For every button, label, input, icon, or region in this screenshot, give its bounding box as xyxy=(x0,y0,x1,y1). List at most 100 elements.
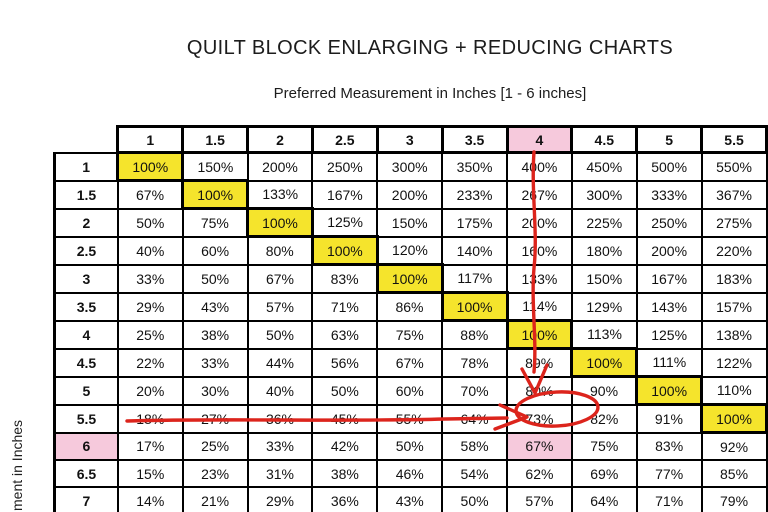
value-cell: 21% xyxy=(181,486,249,512)
value-cell: 80% xyxy=(246,235,314,266)
value-cell: 43% xyxy=(181,291,249,322)
value-cell: 50% xyxy=(441,486,508,512)
value-cell: 23% xyxy=(181,459,249,488)
value-cell: 175% xyxy=(441,207,508,238)
value-cell: 100% xyxy=(635,375,704,406)
col-header-4: 4 xyxy=(505,125,574,154)
value-cell: 44% xyxy=(246,347,314,378)
col-header-3: 3 xyxy=(375,125,444,154)
value-cell: 125% xyxy=(311,207,379,238)
value-cell: 43% xyxy=(376,486,444,512)
table-row: 5 20% 30% 40% 50% 60% 70% 80% 90% 100% 110% xyxy=(52,375,768,406)
value-cell: 56% xyxy=(311,347,379,378)
value-cell: 157% xyxy=(700,291,768,322)
value-cell: 30% xyxy=(181,375,249,406)
value-cell: 250% xyxy=(635,207,703,238)
value-cell: 75% xyxy=(181,207,249,238)
value-cell: 57% xyxy=(246,291,314,322)
value-cell: 100% xyxy=(246,207,314,238)
value-cell: 225% xyxy=(570,207,638,238)
value-cell: 82% xyxy=(570,403,638,434)
table-row: 5.5 18% 27% 36% 45% 55% 64% 73% 82% 91% 100% xyxy=(52,403,768,434)
table-row: 3 33% 50% 67% 83% 100% 117% 133% 150% 167% 183% xyxy=(52,263,768,294)
table-row: 6.5 15% 23% 31% 38% 46% 54% 62% 69% 77% 85% xyxy=(52,459,768,488)
value-cell: 71% xyxy=(311,291,379,322)
value-cell: 38% xyxy=(181,319,249,350)
value-cell: 83% xyxy=(311,263,379,294)
value-cell: 60% xyxy=(181,235,249,266)
row-header-5.5: 5.5 xyxy=(52,403,119,434)
value-cell: 100% xyxy=(440,291,509,322)
row-header-2: 2 xyxy=(52,207,119,238)
value-cell: 67% xyxy=(506,431,573,461)
value-cell: 133% xyxy=(506,263,573,294)
value-cell: 45% xyxy=(311,403,379,434)
value-cell: 400% xyxy=(506,151,573,182)
value-cell: 150% xyxy=(181,151,249,182)
value-cell: 20% xyxy=(116,375,184,406)
value-cell: 100% xyxy=(181,179,250,210)
value-cell: 180% xyxy=(570,235,638,266)
value-cell: 40% xyxy=(246,375,314,406)
value-cell: 150% xyxy=(570,263,638,294)
row-header-7: 7 xyxy=(52,486,119,512)
value-cell: 100% xyxy=(700,403,768,434)
row-header-3: 3 xyxy=(52,263,119,294)
value-cell: 50% xyxy=(181,263,249,294)
value-cell: 50% xyxy=(311,375,379,406)
value-cell: 71% xyxy=(635,486,703,512)
value-cell: 129% xyxy=(570,291,638,322)
value-cell: 220% xyxy=(700,235,768,266)
row-header-2.5: 2.5 xyxy=(52,235,119,266)
value-cell: 15% xyxy=(116,459,184,488)
value-cell: 200% xyxy=(506,207,573,238)
value-cell: 125% xyxy=(635,319,703,350)
value-cell: 57% xyxy=(506,486,573,512)
value-cell: 42% xyxy=(311,431,379,461)
value-cell: 38% xyxy=(311,459,379,488)
col-header-1.5: 1.5 xyxy=(181,125,250,154)
value-cell: 133% xyxy=(246,179,314,210)
row-header-3.5: 3.5 xyxy=(52,291,119,322)
value-cell: 50% xyxy=(376,431,444,461)
value-cell: 100% xyxy=(505,319,574,350)
value-cell: 78% xyxy=(441,347,508,378)
col-header-1: 1 xyxy=(116,125,185,154)
row-header-4: 4 xyxy=(52,319,119,350)
value-cell: 36% xyxy=(311,486,379,512)
col-header-5.5: 5.5 xyxy=(700,125,768,154)
value-cell: 29% xyxy=(116,291,184,322)
value-cell: 33% xyxy=(181,347,249,378)
value-cell: 90% xyxy=(570,375,638,406)
row-header-1: 1 xyxy=(52,151,119,182)
value-cell: 120% xyxy=(376,235,444,266)
value-cell: 167% xyxy=(635,263,703,294)
value-cell: 85% xyxy=(700,459,768,488)
col-header-2.5: 2.5 xyxy=(310,125,379,154)
value-cell: 70% xyxy=(441,375,508,406)
value-cell: 62% xyxy=(506,459,573,488)
col-header-4.5: 4.5 xyxy=(570,125,639,154)
value-cell: 73% xyxy=(506,403,573,434)
value-cell: 22% xyxy=(116,347,184,378)
value-cell: 60% xyxy=(376,375,444,406)
value-cell: 113% xyxy=(570,319,638,350)
value-cell: 267% xyxy=(506,179,573,210)
value-cell: 64% xyxy=(441,403,508,434)
value-cell: 92% xyxy=(700,431,768,461)
table-row: 3.5 29% 43% 57% 71% 86% 100% 114% 129% 143% 157% xyxy=(52,291,768,322)
value-cell: 64% xyxy=(570,486,638,512)
row-header-6: 6 xyxy=(52,431,119,461)
table-row: 2.5 40% 60% 80% 100% 120% 140% 160% 180% 200% 220% xyxy=(52,235,768,266)
table-row: 6 17% 25% 33% 42% 50% 58% 67% 75% 83% 92% xyxy=(52,431,768,461)
value-cell: 111% xyxy=(635,347,703,378)
value-cell: 54% xyxy=(441,459,508,488)
value-cell: 333% xyxy=(635,179,703,210)
value-cell: 46% xyxy=(376,459,444,488)
value-cell: 31% xyxy=(246,459,314,488)
value-cell: 167% xyxy=(311,179,379,210)
value-cell: 300% xyxy=(570,179,638,210)
value-cell: 122% xyxy=(700,347,768,378)
value-cell: 350% xyxy=(441,151,508,182)
value-cell: 18% xyxy=(116,403,184,434)
